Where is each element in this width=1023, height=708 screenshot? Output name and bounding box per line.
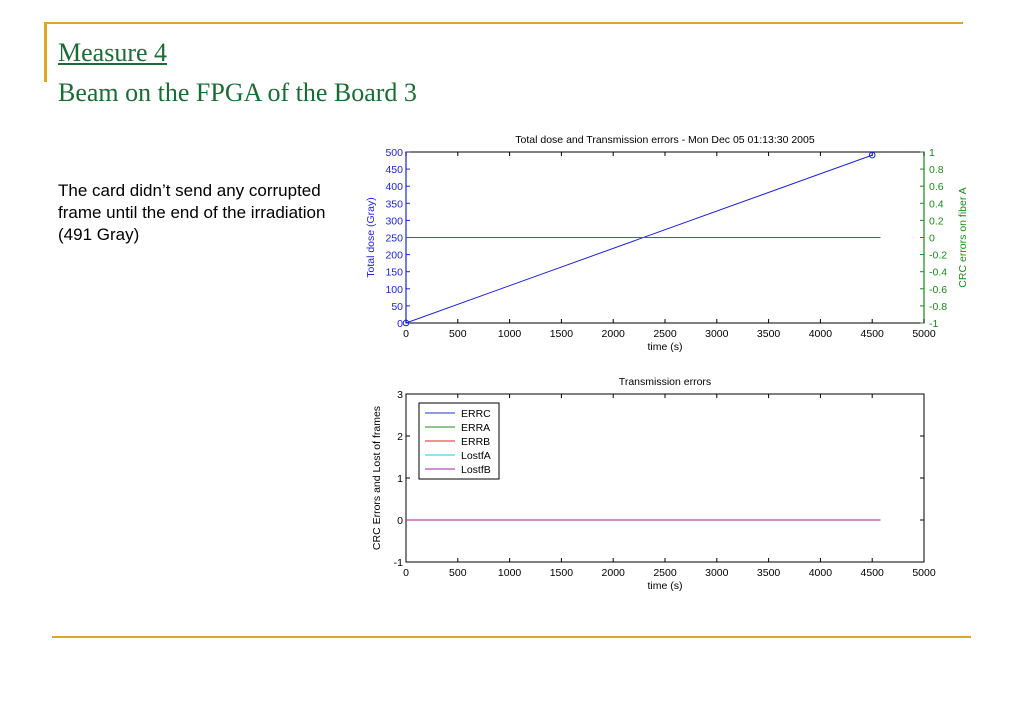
chart1-y2-axis-label: CRC errors on fiber A xyxy=(957,187,969,287)
chart2-x-tick-label: 500 xyxy=(449,567,467,579)
chart2-x-tick-label: 0 xyxy=(403,567,409,579)
chart1-y-axis-label: Total dose (Gray) xyxy=(365,197,377,278)
chart2-x-tick-label: 3000 xyxy=(705,567,729,579)
chart2-x-tick-label: 1000 xyxy=(498,567,522,579)
chart2-title: Transmission errors xyxy=(619,376,711,388)
chart2-y-tick-label: 2 xyxy=(397,431,403,443)
chart2-y-axis-label: CRC Errors and Lost of frames xyxy=(371,406,383,550)
chart2-x-tick-label: 3500 xyxy=(757,567,781,579)
chart1-y-tick-label: 400 xyxy=(385,181,403,193)
chart1-y2-tick-label: 0.8 xyxy=(929,164,944,176)
chart1-y2-tick-label: 0 xyxy=(929,233,935,245)
chart1-x-tick-label: 3000 xyxy=(705,328,729,340)
slide-title: Measure 4 xyxy=(58,38,168,67)
chart1-title: Total dose and Transmission errors - Mon… xyxy=(515,134,815,146)
chart1-y2-tick-label: 0.4 xyxy=(929,198,944,210)
bottom-rule xyxy=(52,636,971,638)
chart1-y2-tick-label: -1 xyxy=(929,318,938,330)
chart1-y2-tick-label: 0.2 xyxy=(929,215,944,227)
chart1-y2-tick-label: -0.8 xyxy=(929,301,947,313)
chart1-x-tick-label: 1500 xyxy=(550,328,574,340)
chart2-y-tick-label: -1 xyxy=(394,557,403,569)
slide-body-text: The card didn’t send any corrupted frame… xyxy=(58,181,326,244)
slide-subtitle: Beam on the FPGA of the Board 3 xyxy=(58,78,417,107)
chart1-x-tick-label: 3500 xyxy=(757,328,781,340)
chart2-x-tick-label: 2500 xyxy=(653,567,677,579)
chart2-x-tick-label: 5000 xyxy=(912,567,936,579)
chart1-x-tick-label: 2000 xyxy=(602,328,626,340)
chart1-y-tick-label: 200 xyxy=(385,250,403,262)
chart1-x-axis-label: time (s) xyxy=(648,341,683,353)
chart2-legend-label-erra: ERRA xyxy=(461,422,490,434)
left-rule xyxy=(44,22,47,82)
chart1-y-tick-label: 300 xyxy=(385,215,403,227)
chart1-y2-tick-label: -0.2 xyxy=(929,250,947,262)
chart2-y-tick-label: 3 xyxy=(397,389,403,401)
chart1-y-tick-label: 150 xyxy=(385,267,403,279)
chart2-y-tick-label: 1 xyxy=(397,473,403,485)
chart1-x-tick-label: 2500 xyxy=(653,328,677,340)
chart2-x-tick-label: 4500 xyxy=(861,567,885,579)
chart1-y-tick-label: 500 xyxy=(385,147,403,159)
chart1-y2-tick-label: -0.4 xyxy=(929,267,947,279)
chart2-x-tick-label: 2000 xyxy=(602,567,626,579)
top-rule xyxy=(44,22,963,24)
chart2-legend-label-lostfb: LostfB xyxy=(461,464,491,476)
chart1-x-tick-label: 1000 xyxy=(498,328,522,340)
chart1-x-tick-label: 4000 xyxy=(809,328,833,340)
chart1-y2-tick-label: -0.6 xyxy=(929,284,947,296)
chart1-y2-tick-label: 0.6 xyxy=(929,181,944,193)
chart1-x-tick-label: 0 xyxy=(403,328,409,340)
chart1-y-tick-label: 0 xyxy=(397,318,403,330)
chart1-y2-tick-label: 1 xyxy=(929,147,935,159)
chart2-legend-label-lostfa: LostfA xyxy=(461,450,491,462)
chart2-x-tick-label: 4000 xyxy=(809,567,833,579)
chart1-x-tick-label: 500 xyxy=(449,328,467,340)
chart2-legend-label-errb: ERRB xyxy=(461,436,490,448)
chart1-y-tick-label: 100 xyxy=(385,284,403,296)
chart2-y-tick-label: 0 xyxy=(397,515,403,527)
chart2-x-axis-label: time (s) xyxy=(648,580,683,592)
chart1-y-tick-label: 50 xyxy=(391,301,403,313)
chart1-y-tick-label: 350 xyxy=(385,198,403,210)
chart1-y-tick-label: 450 xyxy=(385,164,403,176)
chart1-data-point xyxy=(868,151,876,159)
chart2-x-tick-label: 1500 xyxy=(550,567,574,579)
chart1-x-tick-label: 4500 xyxy=(861,328,885,340)
chart1-series-line-1 xyxy=(405,154,873,324)
chart1-x-tick-label: 5000 xyxy=(912,328,936,340)
chart2-legend-label-errc: ERRC xyxy=(461,408,491,420)
chart1-data-point xyxy=(402,319,410,327)
chart1-y-tick-label: 250 xyxy=(385,233,403,245)
